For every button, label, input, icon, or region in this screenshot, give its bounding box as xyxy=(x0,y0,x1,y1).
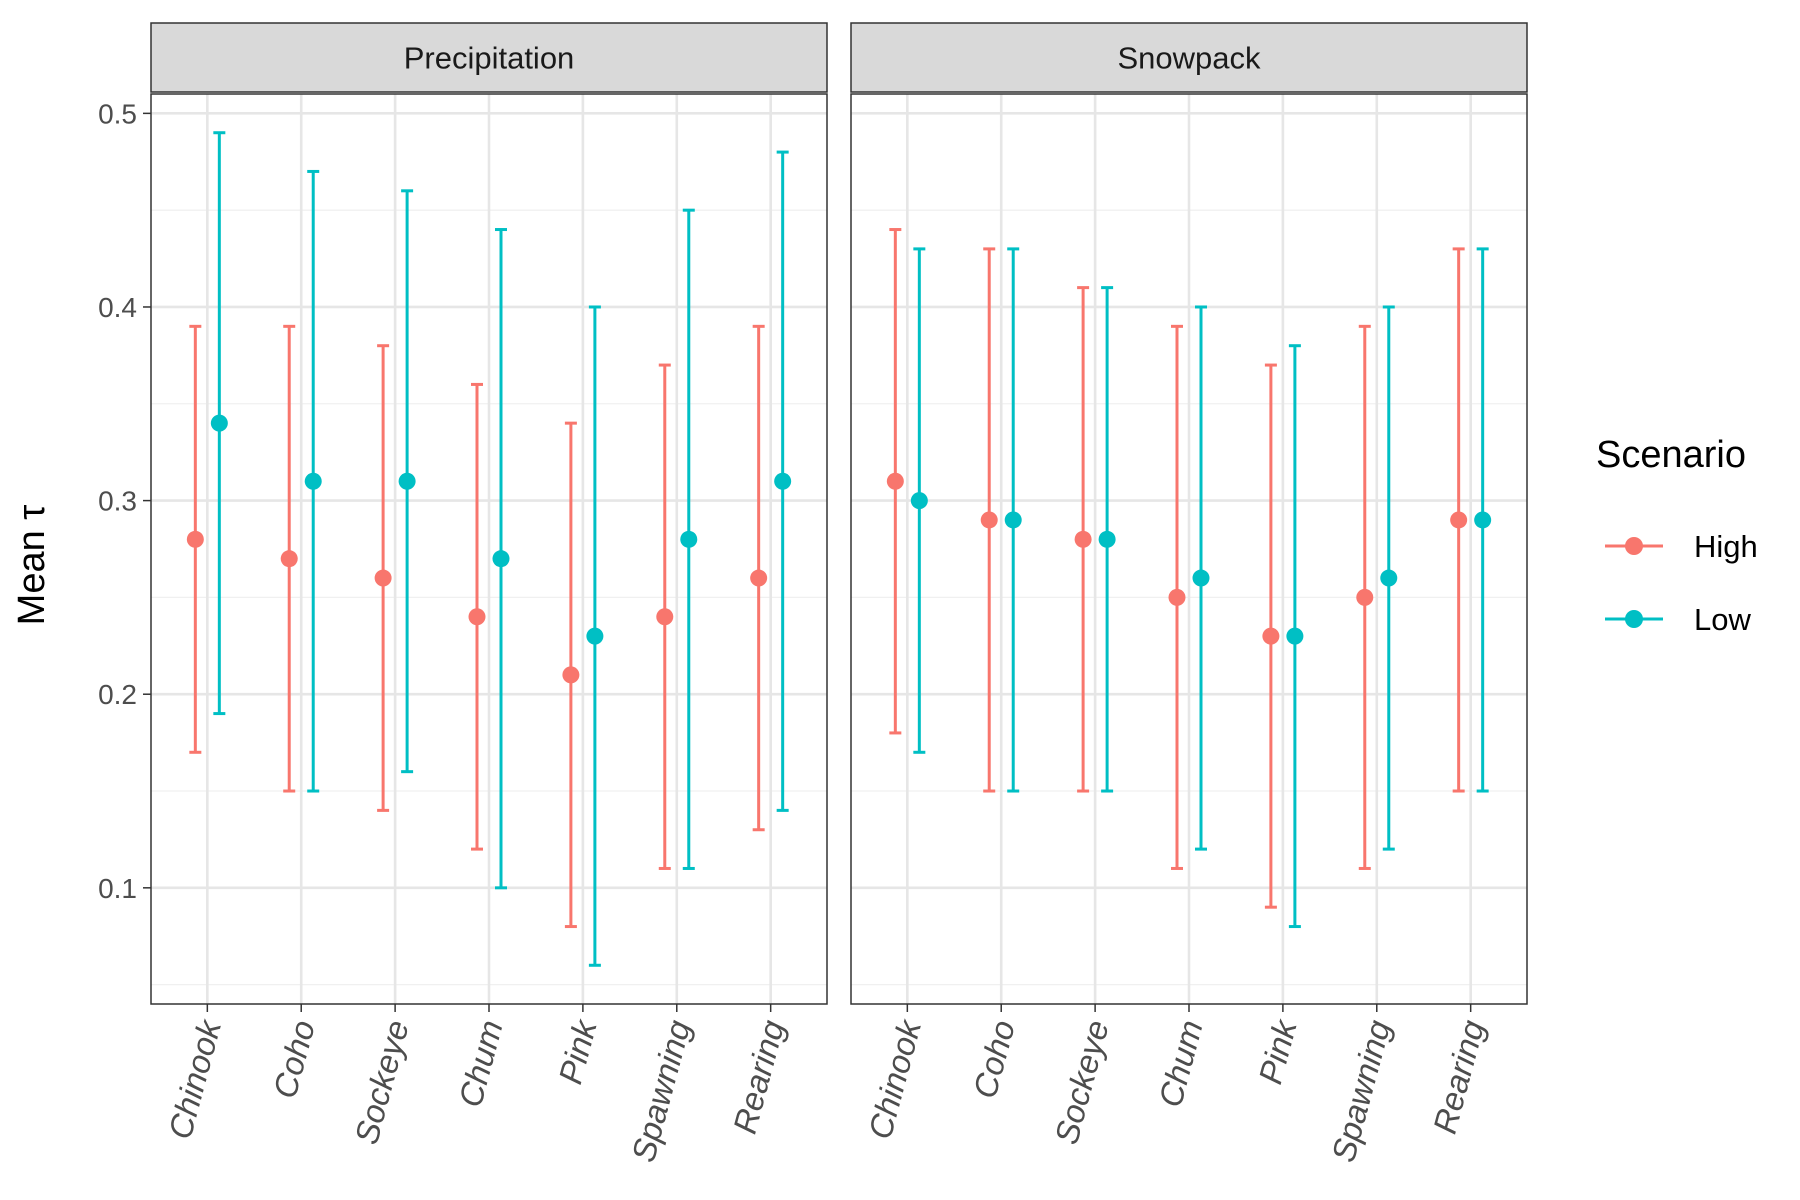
point-low xyxy=(910,492,928,510)
y-tick-label: 0.1 xyxy=(98,873,137,904)
point-high xyxy=(1168,588,1186,606)
point-high xyxy=(980,511,998,529)
point-low xyxy=(492,550,510,568)
point-low xyxy=(1192,569,1210,587)
point-low xyxy=(1380,569,1398,587)
legend-key-point xyxy=(1625,610,1643,628)
legend-entry-high: High xyxy=(1605,529,1758,564)
legend-key-point xyxy=(1625,537,1643,555)
point-low xyxy=(210,414,228,432)
y-tick-label: 0.4 xyxy=(98,292,137,323)
point-high xyxy=(886,472,904,490)
point-high xyxy=(656,608,674,626)
legend-label: Low xyxy=(1694,602,1751,637)
point-high xyxy=(750,569,768,587)
point-low xyxy=(680,530,698,548)
y-axis: 0.1 0.2 0.3 0.4 0.5 xyxy=(98,98,151,904)
point-low xyxy=(398,472,416,490)
point-low xyxy=(774,472,792,490)
y-tick-label: 0.3 xyxy=(98,486,137,517)
y-tick-label: 0.2 xyxy=(98,679,137,710)
y-axis-title: Mean τ xyxy=(11,505,53,626)
point-low xyxy=(1286,627,1304,645)
point-low xyxy=(1474,511,1492,529)
point-high xyxy=(1074,530,1092,548)
point-high xyxy=(374,569,392,587)
point-high xyxy=(1262,627,1280,645)
point-low xyxy=(586,627,604,645)
point-low xyxy=(1098,530,1116,548)
panel-strip xyxy=(150,22,828,93)
legend-entry-low: Low xyxy=(1605,602,1751,637)
point-high xyxy=(468,608,486,626)
point-high xyxy=(562,666,580,684)
point-high xyxy=(1356,588,1374,606)
legend-title: Scenario xyxy=(1596,434,1746,476)
panel-title: Snowpack xyxy=(1117,41,1261,76)
panel-title: Precipitation xyxy=(404,41,575,76)
point-high xyxy=(186,530,204,548)
point-low xyxy=(1004,511,1022,529)
legend: Scenario High Low xyxy=(1596,434,1758,637)
point-high xyxy=(1450,511,1468,529)
panel-strip xyxy=(850,22,1528,93)
point-low xyxy=(304,472,322,490)
y-tick-label: 0.5 xyxy=(98,98,137,129)
legend-label: High xyxy=(1694,529,1758,564)
point-high xyxy=(280,550,298,568)
